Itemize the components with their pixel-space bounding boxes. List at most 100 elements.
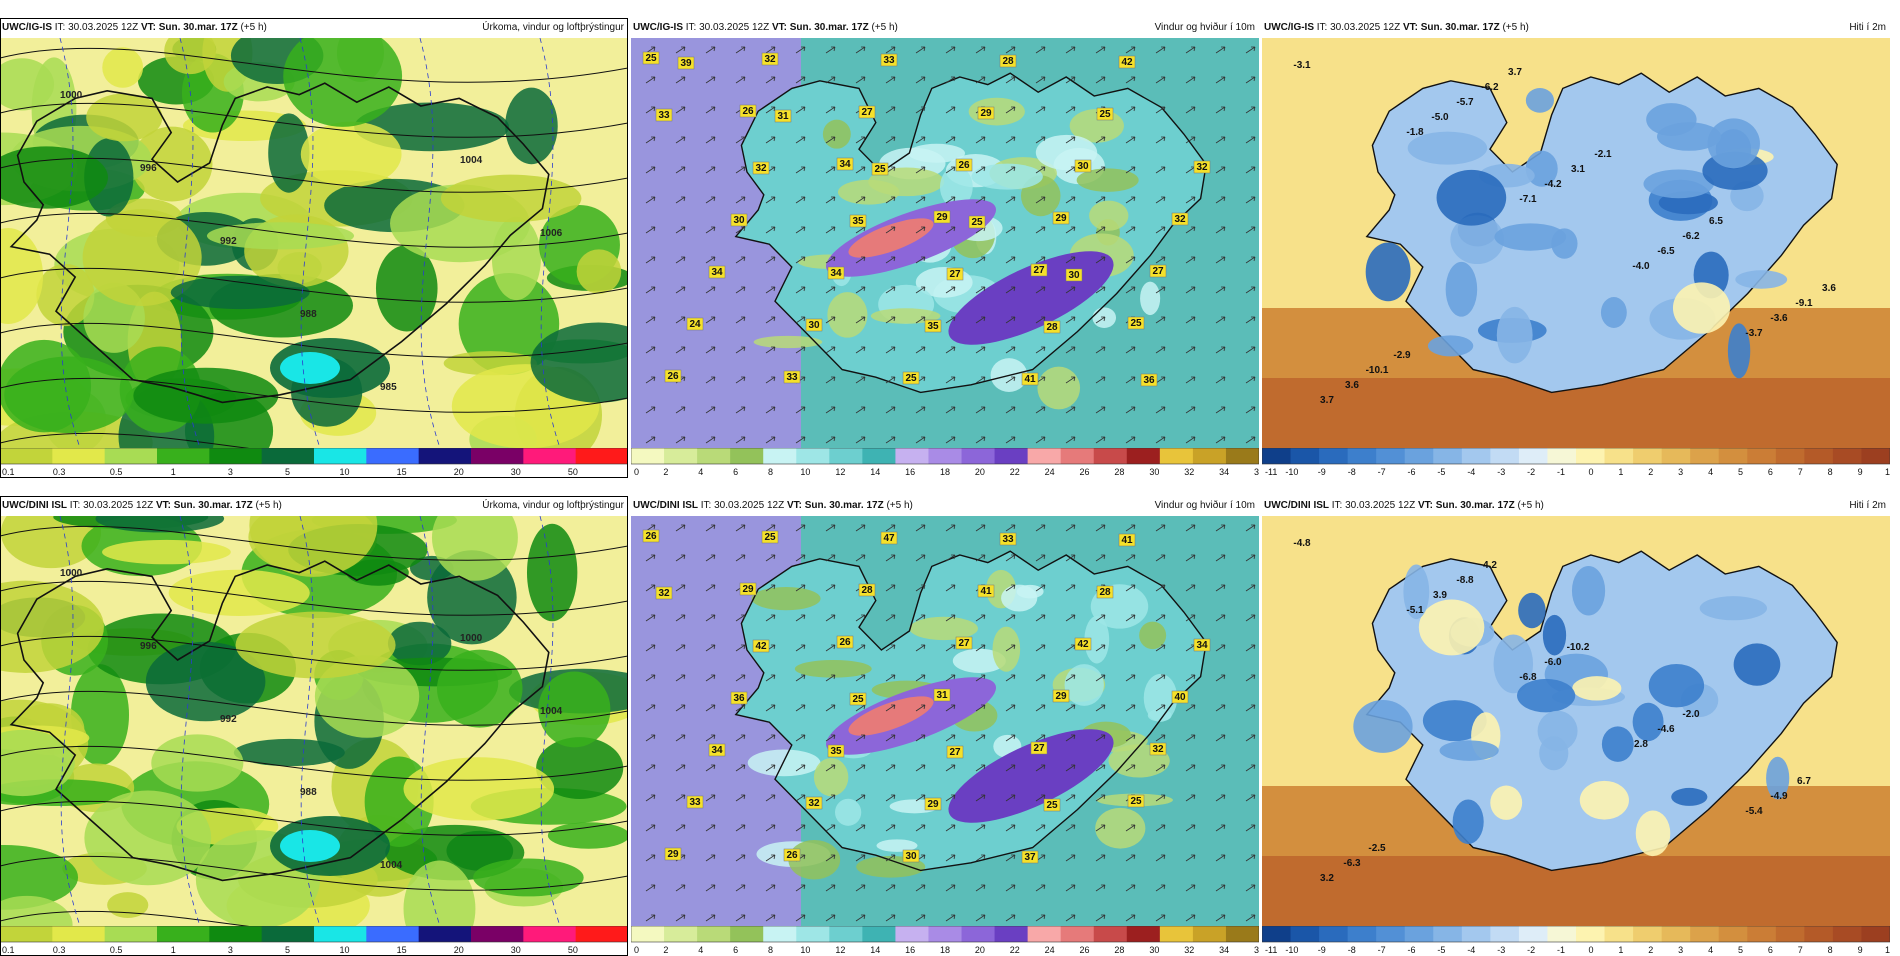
gust-marker: 35 [924, 319, 942, 333]
wind-arrow [915, 584, 926, 592]
gust-marker: 25 [761, 530, 779, 544]
wind-arrow [645, 196, 656, 204]
isobar [0, 635, 628, 671]
wind-arrow [1125, 524, 1136, 532]
colorbar-swatch [1633, 448, 1663, 464]
wind-arrow [1215, 376, 1226, 384]
wind-arrow [765, 554, 776, 562]
gust-box [642, 51, 660, 65]
wind-arrow [735, 674, 746, 682]
gust-value: 32 [658, 588, 670, 599]
gust-value: 32 [755, 163, 767, 174]
wind-arrow [975, 644, 986, 652]
lead-time: (+5 h) [886, 500, 913, 511]
wind-arrow [795, 436, 806, 444]
wind-arrow [1125, 614, 1136, 622]
precip-panel-dini: UWC/DINI ISL IT: 30.03.2025 12Z VT: Sun.… [0, 496, 628, 956]
colorbar-tick: 3 [228, 945, 233, 955]
wind-arrow [885, 346, 896, 354]
wind-arrow [705, 376, 716, 384]
wind-arrow [795, 524, 806, 532]
temp-area [1643, 169, 1714, 199]
valid-time-label: VT: [1402, 22, 1418, 33]
temp-value: -8.8 [1456, 575, 1474, 586]
gust-value: 39 [680, 58, 692, 69]
wind-arrow [1035, 614, 1046, 622]
isobar-label: 992 [220, 236, 237, 247]
model-name: UWC/DINI ISL [2, 500, 67, 511]
gust-marker: 28 [1096, 585, 1114, 599]
wind-arrow [945, 406, 956, 414]
wind-arrow [1065, 316, 1076, 324]
wind-arrow [915, 166, 926, 174]
wind-arrow [1125, 166, 1136, 174]
wind-arrow [645, 286, 656, 294]
wind-arrow [1065, 524, 1076, 532]
gust-box [686, 317, 704, 331]
wind-arrow [915, 46, 926, 54]
wind-arrow [1095, 346, 1106, 354]
colorbar-tick: 7 [1798, 467, 1803, 477]
wind-arrow [1005, 794, 1016, 802]
wind-area [870, 308, 941, 324]
gust-marker: 29 [739, 582, 757, 596]
colorbar-swatch [1547, 448, 1577, 464]
wind-arrow [735, 734, 746, 742]
wind-arrow [705, 76, 716, 84]
colorbar-swatch [664, 448, 698, 464]
wind-arrow [1095, 226, 1106, 234]
colorbar-swatch [1775, 448, 1805, 464]
temp-contour [299, 38, 321, 448]
wind-arrow [645, 794, 656, 802]
colorbar-tick: 4 [1708, 467, 1713, 477]
precip-area [0, 729, 75, 797]
precip-area [526, 523, 578, 622]
colorbar-tick: 32 [1184, 467, 1194, 477]
wind-arrow [1065, 824, 1076, 832]
precip-area [235, 611, 396, 679]
gust-value: 30 [808, 320, 820, 331]
model-name: UWC/IG-IS [2, 22, 52, 33]
temp-value: 3.1 [1571, 164, 1585, 175]
gust-marker: 39 [677, 56, 695, 70]
colorbar-swatch [763, 448, 797, 464]
gust-value: 25 [971, 217, 983, 228]
temp-value: 2.8 [1634, 739, 1648, 750]
wind-arrow [1065, 406, 1076, 414]
wind-arrow [795, 46, 806, 54]
precip-area [387, 621, 452, 666]
colorbar-tick: 3 [1678, 945, 1683, 955]
colorbar-frame [631, 926, 1259, 943]
gust-value: 32 [1174, 214, 1186, 225]
wind-arrow [825, 346, 836, 354]
colorbar-swatch [1225, 448, 1259, 464]
wind-area [837, 179, 900, 205]
wind-arrow [1215, 614, 1226, 622]
gust-value: 33 [883, 55, 895, 66]
wind-arrow [1005, 76, 1016, 84]
wind-arrow [1215, 794, 1226, 802]
wind-arrow [705, 644, 716, 652]
precip-area [436, 649, 523, 728]
wind-arrow [915, 406, 926, 414]
gust-box [1096, 107, 1114, 121]
colorbar-swatch [1376, 448, 1406, 464]
wind-arrow [945, 674, 956, 682]
wind-arrow [1095, 614, 1106, 622]
wind-area [1140, 281, 1161, 316]
colorbar-swatch [1804, 448, 1834, 464]
colorbar-tick: 4 [698, 467, 703, 477]
colorbar: 024681012141618202224262830323436 [631, 448, 1259, 477]
colorbar-swatch [961, 926, 996, 942]
colorbar-swatch [418, 448, 472, 464]
gust-value: 28 [1099, 587, 1111, 598]
colorbar-swatch [1832, 926, 1862, 942]
colorbar-swatch [1604, 926, 1634, 942]
precip-area [0, 844, 79, 910]
wind-arrow [735, 764, 746, 772]
wind-arrow [1185, 824, 1196, 832]
temp-value: -5.0 [1431, 112, 1449, 123]
wind-arrow [1155, 524, 1166, 532]
temp-value: -10.2 [1567, 642, 1590, 653]
wind-arrow [1035, 76, 1046, 84]
